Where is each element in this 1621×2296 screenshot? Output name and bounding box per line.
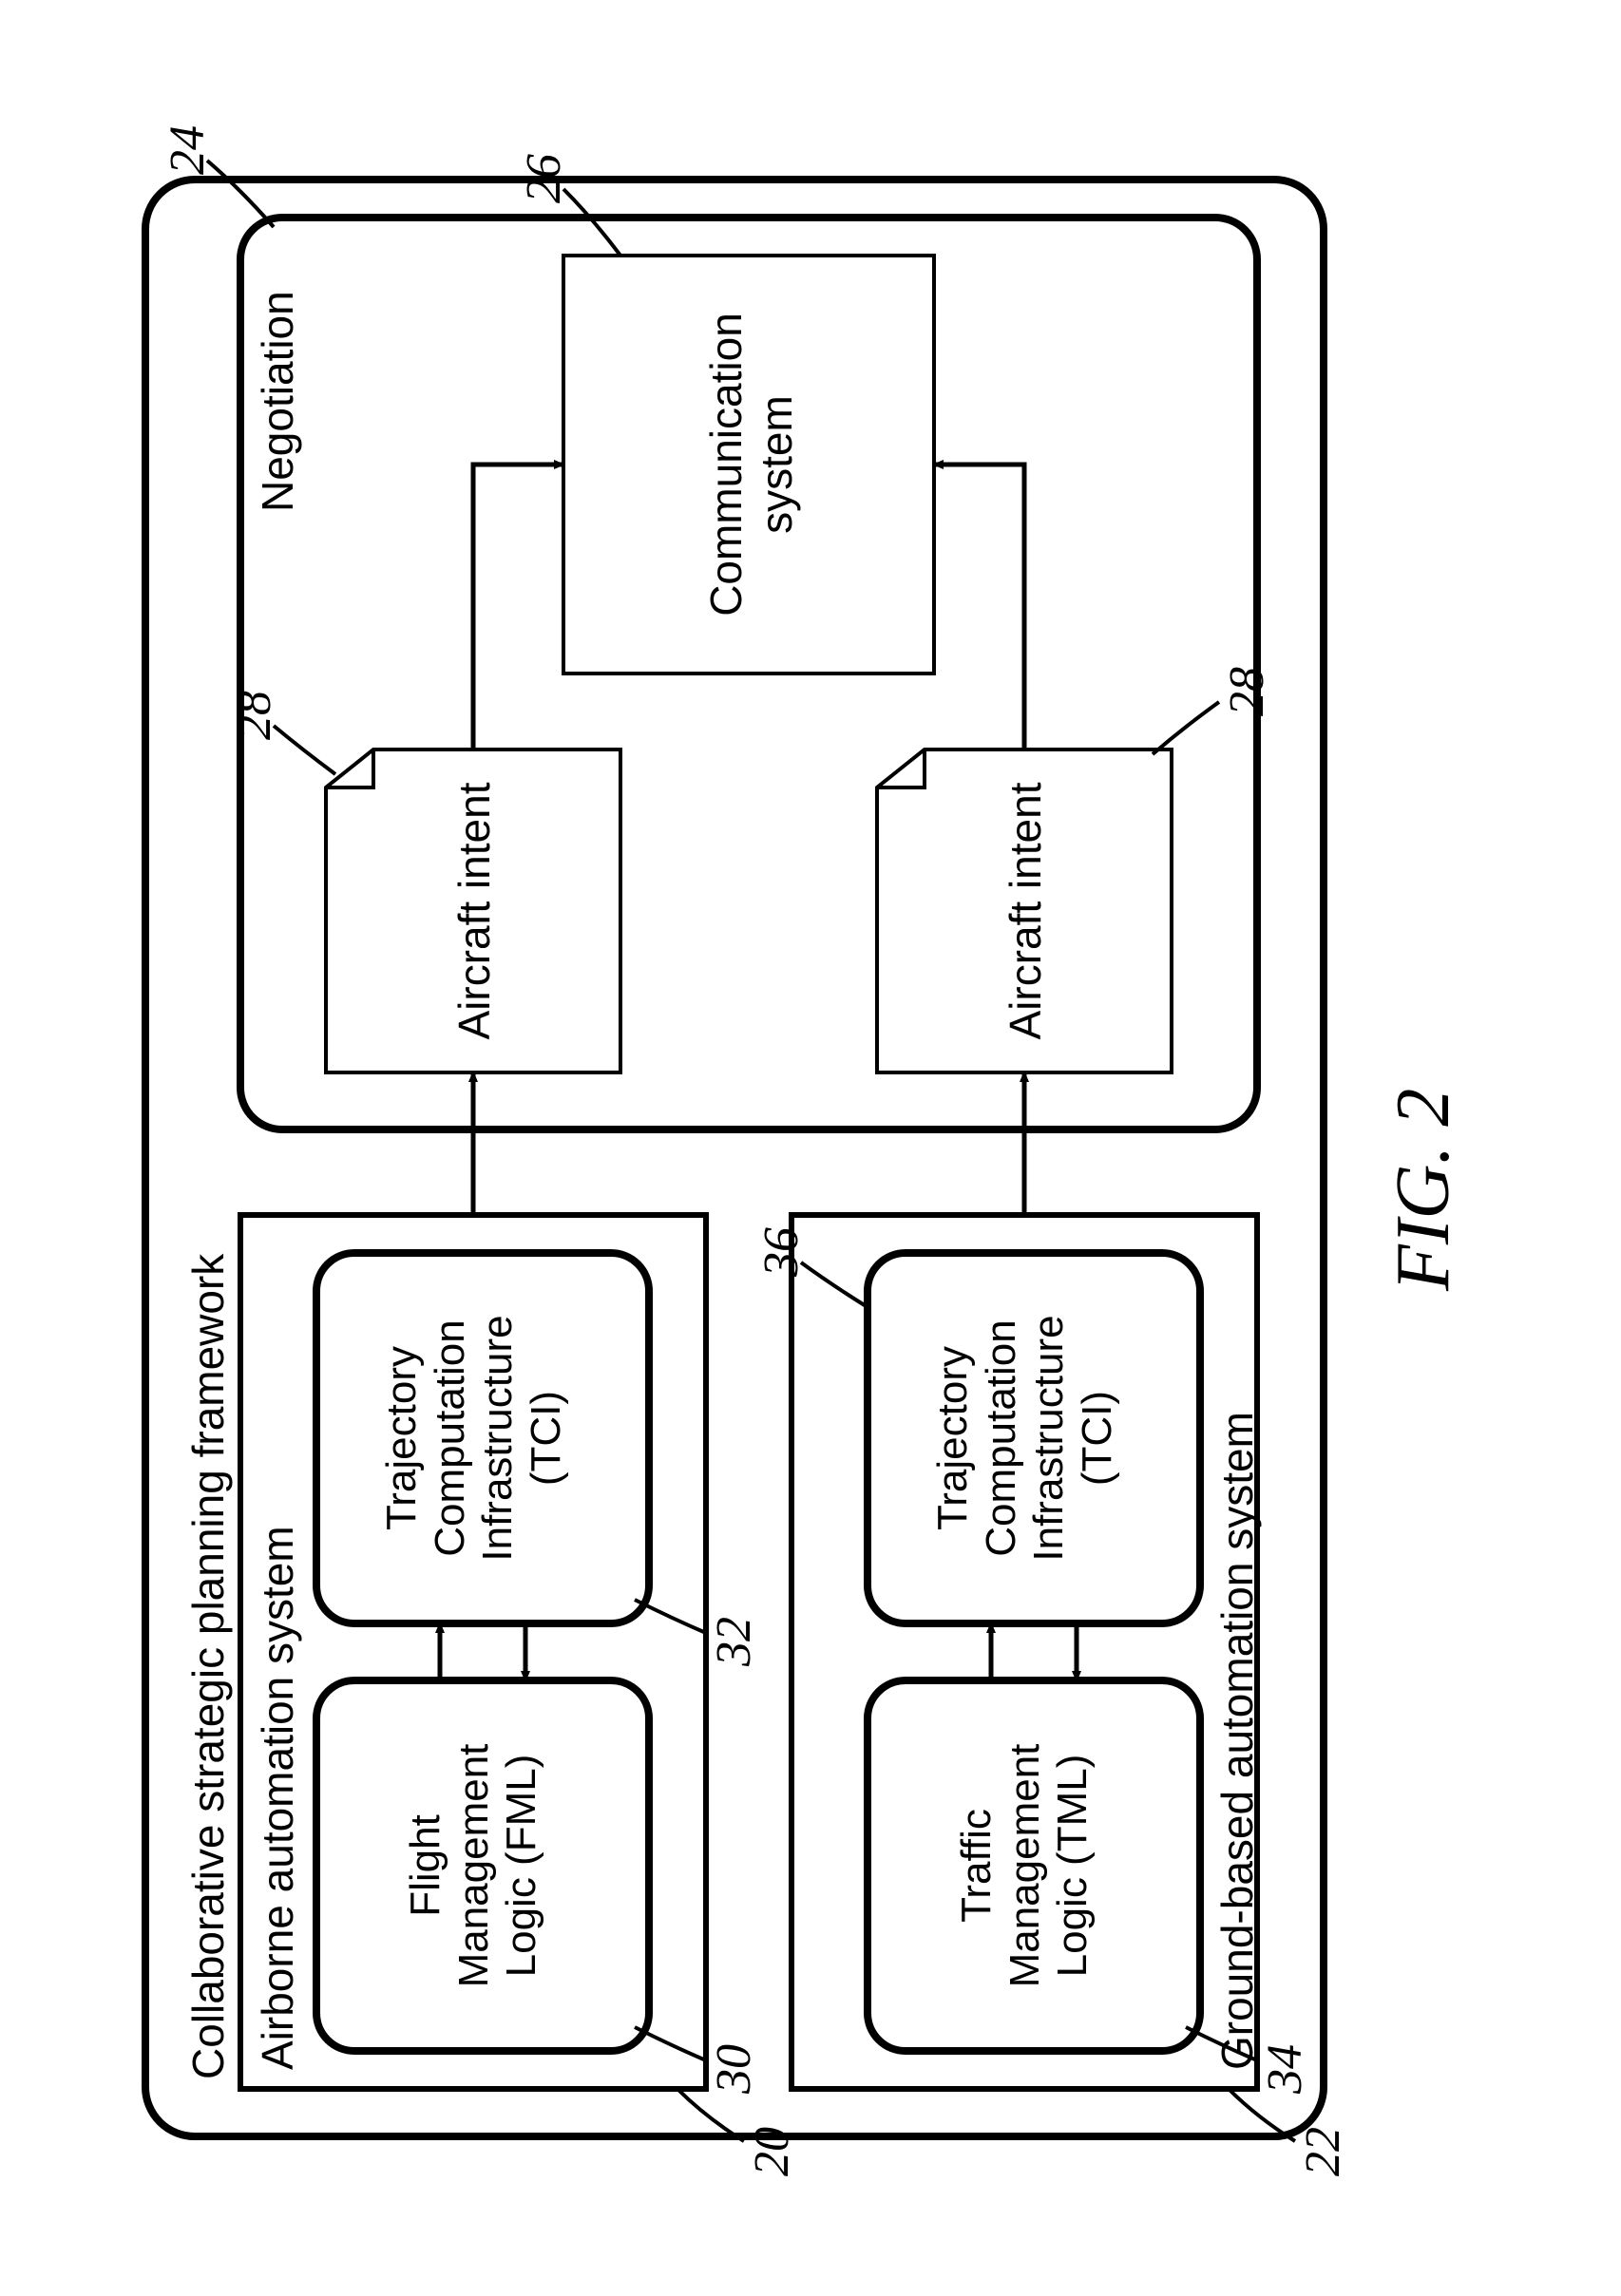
airborne-title: Airborne automation system <box>253 1526 303 2070</box>
framework-title: Collaborative strategic planning framewo… <box>183 1253 234 2078</box>
fml-l1: Flight <box>402 1814 448 1917</box>
negotiation-title: Negotiation <box>253 291 303 512</box>
ref-26: 26 <box>516 154 572 203</box>
ref-32: 32 <box>706 1617 762 1666</box>
tml-l3: Logic (TML) <box>1049 1754 1096 1977</box>
ground-title: Ground-based automation system <box>1212 1412 1263 2070</box>
gnd-tci-l3: Infrastructure <box>1025 1315 1072 1561</box>
diagram-canvas: Collaborative strategic planning framewo… <box>88 104 1533 2193</box>
ref-22: 22 <box>1295 2127 1351 2176</box>
ref-28-bottom: 28 <box>1219 667 1275 716</box>
tml-l1: Traffic <box>953 1809 1000 1923</box>
air-tci-box-label: Trajectory Computation Infrastructure (T… <box>378 1253 570 1623</box>
tml-box-label: Traffic Management Logic (TML) <box>953 1680 1097 2051</box>
aircraft-intent-bottom: Aircraft intent <box>1001 750 1051 1072</box>
fml-l2: Management <box>450 1743 497 1987</box>
air-tci-l1: Trajectory <box>378 1346 425 1530</box>
ref-20: 20 <box>744 2127 800 2176</box>
ref-34: 34 <box>1257 2044 1313 2094</box>
aircraft-intent-top: Aircraft intent <box>449 750 500 1072</box>
gnd-tci-l4: (TCI) <box>1074 1390 1120 1485</box>
air-tci-l3: Infrastructure <box>474 1315 521 1561</box>
ref-30: 30 <box>706 2044 762 2094</box>
gnd-tci-l1: Trajectory <box>929 1346 976 1530</box>
ref-28-top: 28 <box>226 691 282 740</box>
gnd-tci-l2: Computation <box>978 1319 1024 1556</box>
ref-24: 24 <box>160 125 216 175</box>
fml-box-label: Flight Management Logic (FML) <box>402 1680 546 2051</box>
figure-label: FIG. 2 <box>1381 1088 1467 1290</box>
fml-l3: Logic (FML) <box>498 1754 544 1977</box>
air-tci-l2: Computation <box>427 1319 473 1556</box>
ref-36: 36 <box>753 1227 810 1277</box>
comm-system-label: Communication system <box>701 256 802 674</box>
air-tci-l4: (TCI) <box>523 1390 569 1485</box>
ground-tci-box-label: Trajectory Computation Infrastructure (T… <box>929 1253 1121 1623</box>
diagram-svg <box>88 104 1533 2193</box>
tml-l2: Management <box>1001 1743 1048 1987</box>
